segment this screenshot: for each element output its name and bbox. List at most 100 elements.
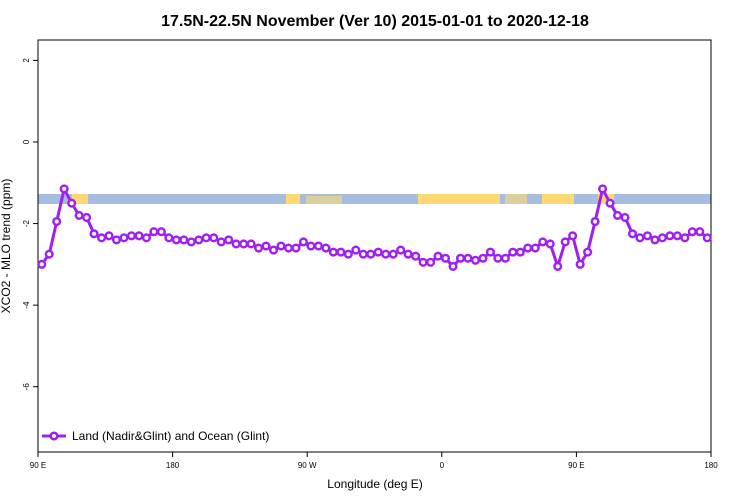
data-point [448, 261, 458, 271]
data-point [231, 239, 241, 249]
y-tick-label: -2 [22, 219, 31, 227]
data-point [358, 249, 368, 259]
data-point [126, 231, 137, 241]
x-tick-label: 0 [440, 461, 445, 470]
x-tick-label: 180 [166, 461, 180, 470]
y-tick-label: 2 [22, 58, 31, 63]
data-point [620, 212, 630, 222]
data-point [396, 245, 406, 255]
data-point [351, 245, 361, 255]
data-point [373, 247, 383, 257]
data-point [164, 233, 174, 243]
data-point [463, 253, 473, 263]
data-point [74, 210, 84, 220]
data-point [239, 239, 249, 249]
data-point [321, 243, 331, 253]
data-point [545, 239, 555, 249]
data-point [478, 253, 488, 263]
data-point [440, 253, 451, 263]
data-point [52, 216, 62, 227]
land-band [542, 194, 574, 204]
ocean-band [38, 194, 711, 204]
land-band [418, 194, 500, 204]
data-point [695, 227, 705, 237]
data-point [575, 259, 585, 269]
data-point [627, 229, 638, 239]
data-point [171, 235, 181, 245]
data-point [44, 249, 54, 259]
data-point [433, 251, 443, 261]
data-point [343, 249, 353, 259]
data-point [156, 227, 166, 237]
data-point [455, 253, 466, 263]
data-point [276, 241, 286, 251]
data-point [67, 198, 77, 208]
data-point [149, 227, 159, 237]
y-tick-label: 0 [22, 139, 31, 144]
y-tick-label: -4 [22, 301, 31, 309]
data-point [254, 243, 264, 253]
data-point [298, 237, 309, 247]
data-point [493, 253, 503, 263]
data-point [568, 231, 578, 241]
data-point [134, 231, 144, 241]
data-point [680, 233, 690, 243]
data-point [306, 241, 316, 251]
x-tick-label: 90 W [298, 461, 317, 470]
data-point [59, 184, 69, 194]
data-point [403, 249, 413, 259]
land-band [598, 194, 614, 204]
data-point [179, 235, 189, 245]
data-point [37, 259, 47, 269]
data-point [642, 231, 652, 241]
data-point [328, 247, 338, 257]
data-point [508, 247, 518, 257]
data-point [500, 253, 510, 263]
data-point [672, 231, 682, 241]
data-point [635, 233, 645, 243]
data-point [194, 235, 204, 245]
y-tick-label: -6 [22, 383, 31, 391]
data-point [418, 257, 428, 267]
data-point [553, 261, 563, 271]
data-point [89, 229, 99, 239]
land-band [72, 194, 88, 204]
data-point [598, 184, 608, 194]
data-point [336, 247, 346, 257]
plot-frame [37, 39, 712, 453]
legend-marker [49, 431, 59, 441]
chart-title: 17.5N-22.5N November (Ver 10) 2015-01-01… [161, 13, 589, 30]
data-point [612, 210, 623, 220]
land-band [505, 194, 527, 204]
data-point [411, 251, 421, 261]
land-band [286, 194, 300, 204]
data-point [269, 245, 279, 255]
data-point [186, 237, 196, 247]
data-point [485, 247, 495, 257]
data-point [201, 233, 211, 243]
data-point [366, 249, 376, 259]
data-point [216, 237, 226, 247]
data-point [261, 241, 271, 251]
data-point [291, 243, 301, 253]
data-point [650, 235, 660, 245]
data-point [605, 198, 615, 208]
x-axis-label: Longitude (deg E) [327, 477, 422, 491]
data-point [119, 233, 129, 243]
x-tick-label: 180 [704, 461, 718, 470]
data-point [560, 237, 570, 247]
data-point [141, 233, 151, 243]
data-point [388, 249, 398, 259]
data-point [246, 239, 256, 249]
data-point [426, 257, 436, 267]
x-tick-label: 90 E [30, 461, 46, 470]
data-point [82, 212, 92, 222]
data-point [590, 216, 600, 227]
data-point [665, 231, 675, 241]
data-point [523, 243, 533, 253]
data-point [283, 243, 294, 253]
data-point [111, 235, 122, 245]
y-axis-label: XCO2 - MLO trend (ppm) [0, 179, 13, 314]
data-point [470, 255, 481, 265]
